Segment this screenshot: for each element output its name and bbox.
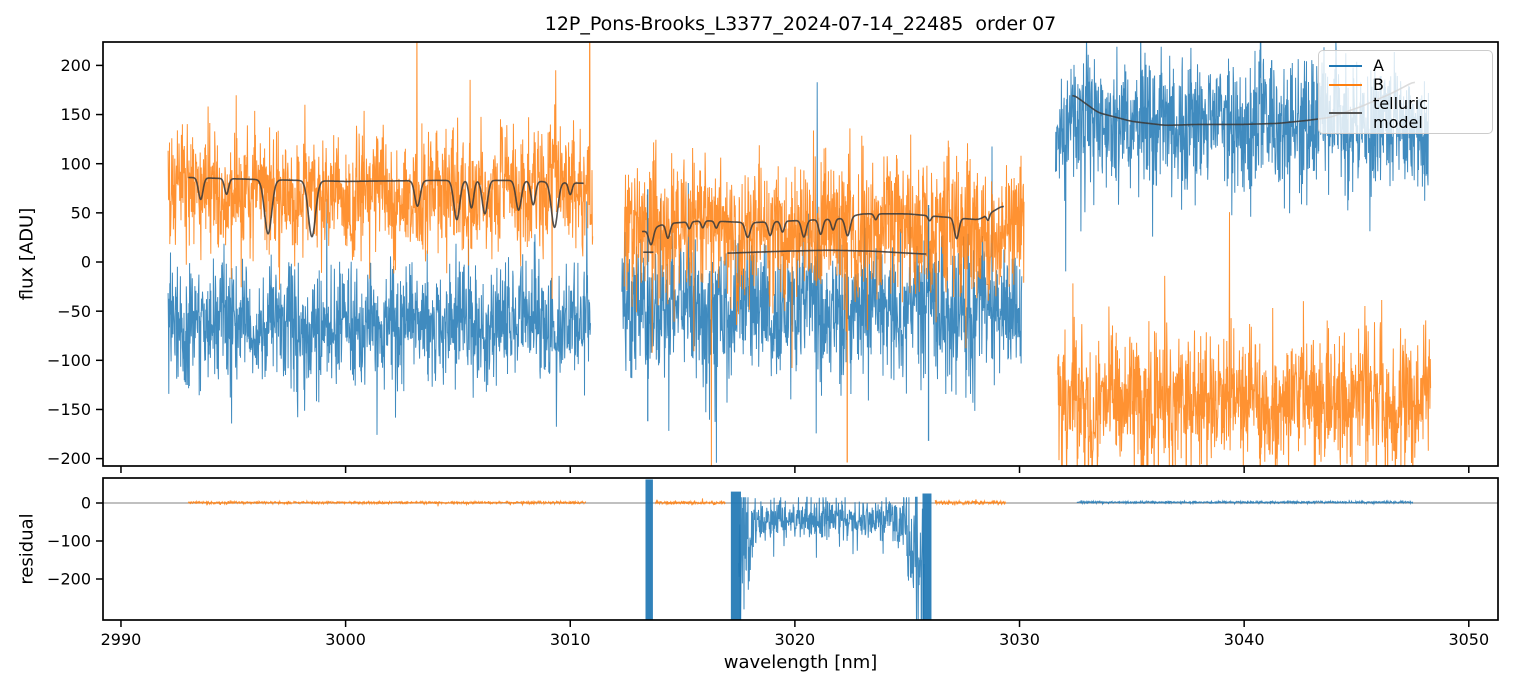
- legend-label-a: A: [1373, 56, 1384, 75]
- telluric-model-line-1: [641, 205, 1005, 246]
- x-tick-label: 3020: [775, 630, 816, 649]
- axes-spines-residual: [102, 477, 1499, 621]
- series-A-segment-0: [167, 198, 591, 435]
- residual-band-5: [922, 493, 932, 620]
- x-axis-label: wavelength [nm]: [723, 652, 878, 673]
- panel-flux: [167, 42, 1432, 466]
- panel-residual: [103, 479, 1498, 620]
- telluric-model-line-0: [188, 176, 585, 238]
- legend-label-telluric: telluric model: [1373, 94, 1428, 132]
- x-tick-label: 3040: [1224, 630, 1265, 649]
- y-tick-label: −100: [47, 532, 91, 551]
- series-B-segment-2: [1057, 212, 1432, 466]
- residual-noise-7: [1076, 499, 1414, 506]
- legend: A B telluric model: [1318, 50, 1493, 134]
- x-tick-label: 3000: [325, 630, 366, 649]
- legend-item-b: B: [1329, 75, 1482, 94]
- y-tick-label: −150: [47, 400, 91, 419]
- series-B-segment-0: [167, 42, 594, 300]
- y-tick-label: 150: [60, 105, 91, 124]
- residual-noise-6: [934, 498, 1007, 506]
- y-tick-label: 100: [60, 154, 91, 173]
- y-tick-label: −50: [57, 302, 91, 321]
- legend-item-a: A: [1329, 56, 1482, 75]
- y-axis-label-flux: flux [ADU]: [16, 207, 38, 301]
- series-A-segment-2: [1055, 42, 1429, 272]
- residual-noise-0: [187, 499, 587, 507]
- y-tick-label: 0: [81, 253, 91, 272]
- legend-line-swatch-b: [1329, 83, 1362, 86]
- y-axis-label-residual: residual: [16, 513, 38, 585]
- residual-band-1: [645, 479, 653, 620]
- residual-noise-2: [655, 498, 726, 506]
- telluric-model-line-4: [727, 249, 927, 255]
- residual-band-3: [730, 491, 741, 620]
- chart-title: 12P_Pons-Brooks_L3377_2024-07-14_22485 o…: [544, 13, 1057, 35]
- y-tick-label: −200: [47, 570, 91, 589]
- legend-line-swatch-telluric: [1329, 112, 1362, 114]
- x-tick-label: 3050: [1448, 630, 1489, 649]
- legend-label-b: B: [1373, 75, 1384, 94]
- y-tick-label: −100: [47, 351, 91, 370]
- x-tick-label: 2990: [101, 630, 142, 649]
- y-tick-label: 0: [81, 494, 91, 513]
- legend-item-telluric: telluric model: [1329, 94, 1482, 132]
- y-tick-label: −200: [47, 449, 91, 468]
- residual-noise-4: [738, 496, 925, 620]
- y-tick-label: 50: [71, 203, 91, 222]
- axes-spines-flux: [102, 41, 1499, 467]
- y-tick-label: 200: [60, 56, 91, 75]
- x-tick-label: 3030: [999, 630, 1040, 649]
- x-tick-label: 3010: [550, 630, 591, 649]
- legend-line-swatch-a: [1329, 64, 1362, 67]
